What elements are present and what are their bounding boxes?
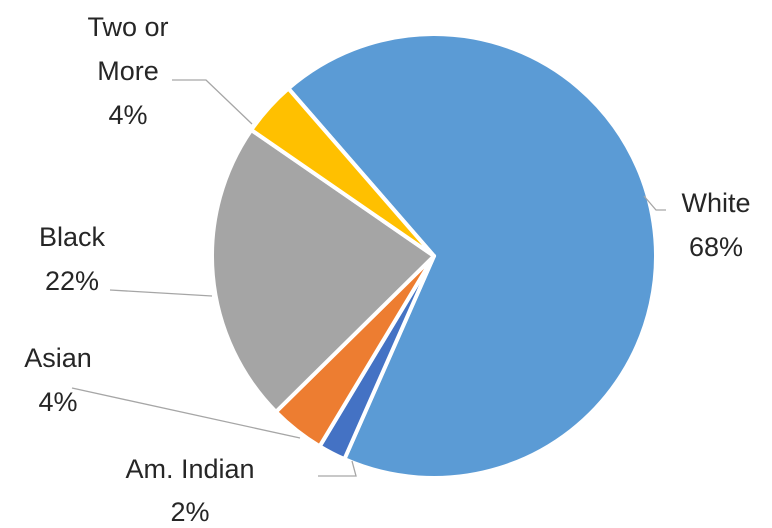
label-two-or-more-line2: More — [97, 56, 159, 86]
leader-line-am-indian — [318, 460, 357, 477]
label-two-or-more-percent: 4% — [108, 100, 147, 130]
label-asian-name: Asian — [24, 343, 92, 373]
leader-line-two-or-more — [172, 79, 253, 125]
pie-slice-two-or-more — [249, 86, 436, 258]
leader-lines — [71, 79, 666, 477]
label-black-percent: 22% — [45, 266, 99, 296]
leader-line-asian — [71, 387, 301, 439]
pie-slice-black — [210, 127, 436, 414]
pie-slices — [210, 32, 658, 480]
label-black-name: Black — [39, 222, 106, 252]
label-white-percent: 68% — [689, 232, 743, 262]
label-am-indian-name: Am. Indian — [125, 454, 254, 484]
data-labels: White 68% Am. Indian 2% Asian 4% Black 2… — [24, 12, 750, 527]
pie-slice-white — [286, 32, 658, 480]
label-asian-percent: 4% — [38, 387, 77, 417]
leader-line-white — [643, 195, 666, 211]
leader-line-black — [109, 289, 213, 297]
label-white-name: White — [681, 188, 750, 218]
label-am-indian-percent: 2% — [170, 497, 209, 527]
label-two-or-more-line1: Two or — [87, 12, 168, 42]
